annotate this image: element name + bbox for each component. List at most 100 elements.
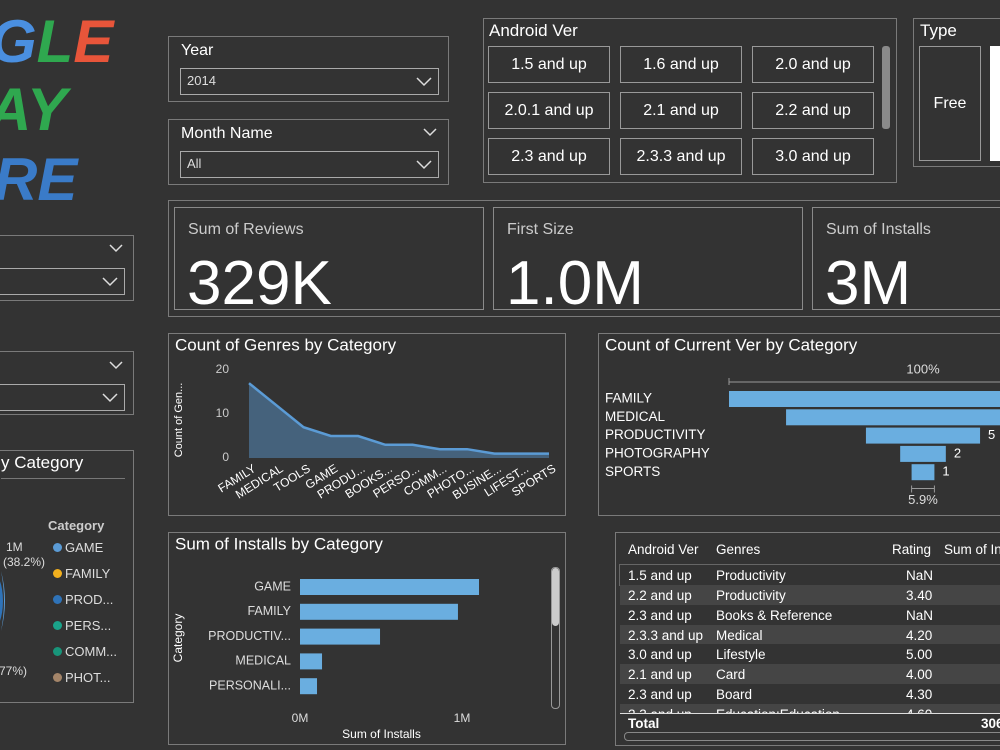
kpi-value: 329K xyxy=(187,249,332,317)
funnel-chart: Count of Current Ver by Category FAMILY ME… xyxy=(605,335,1000,507)
x-tick-label: 1M xyxy=(454,711,471,725)
table-cell: 1.5 and up xyxy=(628,568,692,583)
table-cell: NaN xyxy=(906,607,934,623)
logo-letter: E xyxy=(73,8,114,75)
table-cell: Education;Education xyxy=(716,707,840,714)
chevron[interactable] xyxy=(109,361,123,370)
logo-letter: G xyxy=(0,8,37,75)
legend-swatch xyxy=(53,673,62,682)
table-cell: NaN xyxy=(906,568,934,583)
slicer-panel: Year 2014 xyxy=(168,36,449,102)
version-button[interactable]: 2.1 and up xyxy=(620,92,742,129)
android-ver-slicer: Android Ver 1.5 and up 1.6 and up 2.0 and … xyxy=(483,18,897,183)
legend-label: PHOT... xyxy=(65,670,111,685)
y-tick-label: FAMILY xyxy=(247,604,291,618)
version-button[interactable]: 2.3.3 and up xyxy=(620,138,742,175)
table-header: Android Ver Genres Rating Sum of In xyxy=(620,539,1000,559)
kpi-label: Sum of Reviews xyxy=(188,221,304,238)
pie-panel: y Category 1M (38.2%) 77%) Category GAME… xyxy=(0,450,134,703)
funnel-bar xyxy=(786,409,1000,426)
legend-item: PROD... xyxy=(53,592,113,607)
logo-line: GLE xyxy=(0,12,113,72)
table-row: 2.3 and up Board 4.30 xyxy=(620,684,1000,705)
category-label: FAMILY xyxy=(605,391,652,406)
column-header: Sum of In xyxy=(944,542,1000,557)
type-button[interactable]: Free xyxy=(919,46,981,161)
table-total: Total 306 xyxy=(620,713,1000,733)
legend-item: PHOT... xyxy=(53,670,111,685)
y-tick-label: GAME xyxy=(254,579,291,593)
column-header: Genres xyxy=(716,542,761,557)
category-label: PHOTOGRAPHY xyxy=(605,445,710,460)
legend-title: Category xyxy=(48,518,105,533)
version-button[interactable]: 2.0.1 and up xyxy=(488,92,610,129)
table-row: 3.0 and up Lifestyle 5.00 xyxy=(620,644,1000,665)
version-button[interactable]: 2.3 and up xyxy=(488,138,610,175)
version-button[interactable]: 3.0 and up xyxy=(752,138,874,175)
kpi-label: Sum of Installs xyxy=(826,221,931,238)
legend-swatch xyxy=(53,647,62,656)
bar-chart: Sum of Installs by Category GAME FAMILY PRO… xyxy=(171,534,480,741)
table-cell: 2.1 and up xyxy=(628,667,692,683)
divider xyxy=(1,478,125,479)
slicer-dropdown[interactable] xyxy=(0,384,125,411)
h-scrollbar[interactable] xyxy=(624,732,1000,741)
column-header: Android Ver xyxy=(628,542,699,557)
legend-item: COMM... xyxy=(53,644,117,659)
x-axis-label: Sum of Installs xyxy=(342,727,421,741)
scrollbar[interactable] xyxy=(882,46,890,129)
version-button[interactable]: 2.2 and up xyxy=(752,92,874,129)
chart-panel: Count of Genres by Category 0 10 20 Count of… xyxy=(168,333,566,516)
logo-letter: L xyxy=(36,8,74,75)
version-button[interactable]: 1.6 and up xyxy=(620,46,742,83)
chevron[interactable] xyxy=(109,244,123,253)
category-label: PRODUCTIVITY xyxy=(605,427,706,442)
y-tick-label: 0 xyxy=(222,450,229,464)
slicer-dropdown[interactable] xyxy=(0,268,125,295)
scrollbar[interactable] xyxy=(552,568,559,626)
table-row: 2.1 and up Card 4.00 xyxy=(620,664,1000,685)
table-cell: 4.00 xyxy=(906,667,933,683)
pie-slice xyxy=(0,571,5,631)
bar xyxy=(300,628,381,645)
total-value: 306 xyxy=(981,716,1000,731)
bar xyxy=(300,653,323,670)
logo-letter: A xyxy=(0,76,27,143)
data-label: 2 xyxy=(954,445,961,460)
chevron xyxy=(102,277,118,287)
chevron xyxy=(102,393,118,403)
table-cell: 4.60 xyxy=(906,707,932,714)
table-cell: 2.2 and up xyxy=(628,587,692,603)
chart-title: Sum of Installs by Category xyxy=(175,534,383,553)
slicer-dropdown[interactable]: All xyxy=(180,151,439,178)
type-slicer: Type Free xyxy=(913,18,1000,167)
table-cell: Productivity xyxy=(716,587,786,603)
kpi-value: 1.0M xyxy=(506,249,644,317)
chevron[interactable] xyxy=(423,128,437,137)
slicer-dropdown[interactable]: 2014 xyxy=(180,68,439,95)
slicer-value: All xyxy=(187,156,202,171)
chart-title: Count of Current Ver by Category xyxy=(605,335,858,354)
slicer-title: Android Ver xyxy=(489,21,578,40)
funnel-bar xyxy=(729,391,1000,407)
chevron xyxy=(416,160,432,170)
chart-title: Count of Genres by Category xyxy=(175,335,397,354)
table-cell: 4.30 xyxy=(906,687,933,703)
table-panel: 1.5 and up Productivity NaN 2.2 and up Produ… xyxy=(615,532,1000,746)
version-button[interactable]: 1.5 and up xyxy=(488,46,610,83)
kpi-card: Sum of Reviews 329K xyxy=(174,207,484,316)
line xyxy=(248,382,549,455)
table-cell: Books & Reference xyxy=(716,607,833,623)
table-cell: 2.3.3 and up xyxy=(628,627,704,643)
table-row: 2.3 and up Books & Reference NaN xyxy=(620,604,1000,625)
table-row: 2.3 and up Education;Education 4.60 xyxy=(620,703,1000,714)
type-button[interactable] xyxy=(990,46,1000,161)
area xyxy=(249,383,549,458)
legend-swatch xyxy=(53,569,62,578)
logo-line: RE xyxy=(0,150,77,210)
version-button[interactable]: 2.0 and up xyxy=(752,46,874,83)
slicer-title: Year xyxy=(181,42,214,59)
legend-swatch xyxy=(53,595,62,604)
table-cell: 2.3 and up xyxy=(628,707,692,714)
